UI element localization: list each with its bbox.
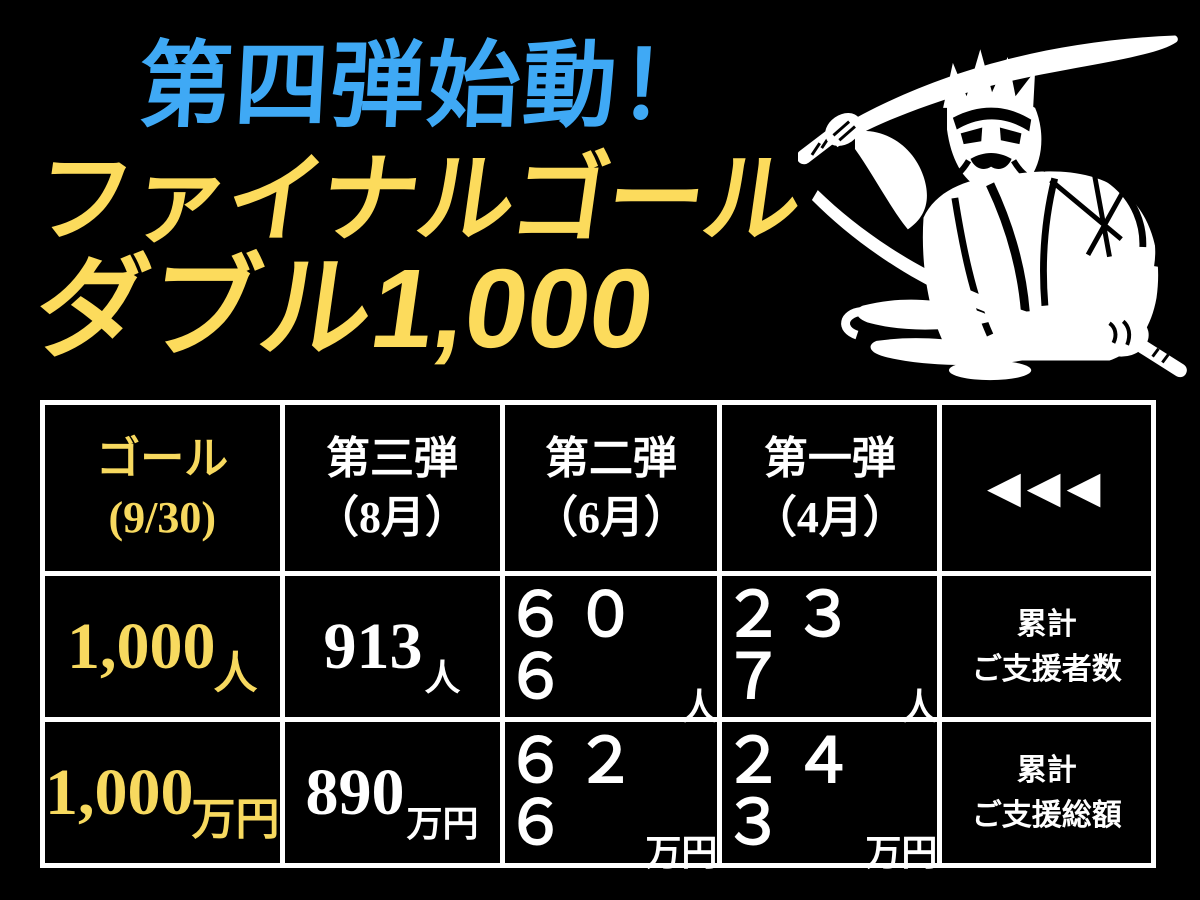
campaign-title-line2: ダブル1,000 [27,246,662,371]
samurai-dual-swords-icon [798,35,1187,381]
cell-goal-amount: 1,000 万円 [45,722,280,863]
row-label-supporters-line1: 累計 [1016,607,1077,641]
cell-wave2-supporters: ６０６ 人 [504,576,718,725]
header-wave2-month: （6月） [533,493,688,542]
cell-goal-supporters: 1,000 人 [45,576,280,717]
progress-table: ゴール (9/30) 第三弾 （8月） 第二弾 （6月） 第一弾 （4月） ◀◀… [40,400,1156,871]
wave1-supporters-unit: 人 [901,686,938,727]
header-direction: ◀◀◀ [942,405,1151,571]
row-label-supporters-line2: ご支援者数 [971,652,1122,686]
goal-amount-value: 1,000 [45,755,194,829]
header-wave1-label: 第一弾 [763,433,896,483]
header-goal: ゴール (9/30) [45,405,280,571]
goal-supporters-unit: 人 [213,648,258,698]
wave1-amount-unit: 万円 [865,832,938,873]
wave3-amount-unit: 万円 [406,803,479,844]
header-goal-label: ゴール [96,433,229,483]
header-wave1: 第一弾 （4月） [722,405,938,571]
row-label-amount-line1: 累計 [1016,753,1077,787]
header-wave3-label: 第三弾 [326,433,458,483]
header-goal-date: (9/30) [108,493,217,542]
wave3-supporters-value: 913 [323,609,423,683]
campaign-wave-heading: 第四弾始動！ [135,33,718,138]
header-wave2-label: 第二弾 [544,433,677,483]
header-wave2: 第二弾 （6月） [504,405,718,571]
cell-wave3-supporters: 913 人 [284,576,500,717]
cell-wave1-amount: ２４３ 万円 [722,722,938,871]
left-triangles-icon: ◀◀◀ [986,463,1107,513]
row-label-amount: 累計 ご支援総額 [942,722,1151,863]
header-wave3: 第三弾 （8月） [284,405,500,571]
wave2-amount-value: ６２６ [504,727,645,858]
cell-wave3-amount: 890 万円 [284,722,500,863]
wave2-supporters-unit: 人 [681,686,718,727]
campaign-title-line1: ファイナルゴール [27,144,808,254]
wave2-supporters-value: ６０６ [504,581,645,712]
wave2-amount-unit: 万円 [645,832,718,873]
wave1-supporters-value: ２３７ [722,581,863,712]
goal-amount-unit: 万円 [191,794,280,844]
cell-wave1-supporters: ２３７ 人 [722,576,938,725]
cell-wave2-amount: ６２６ 万円 [504,722,718,871]
wave1-amount-value: ２４３ [722,727,863,858]
wave3-supporters-unit: 人 [424,657,461,698]
goal-supporters-value: 1,000 [67,609,216,683]
wave3-amount-value: 890 [305,755,405,829]
header-wave3-month: （8月） [315,493,469,542]
row-label-amount-line2: ご支援総額 [971,798,1122,832]
row-label-supporters: 累計 ご支援者数 [942,576,1151,717]
header-wave1-month: （4月） [752,493,907,542]
